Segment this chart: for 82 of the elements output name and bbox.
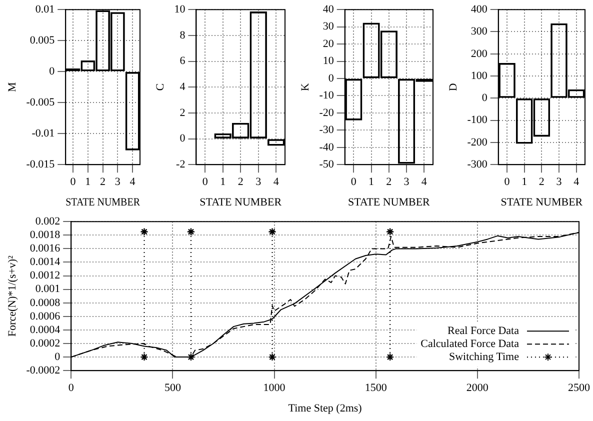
- y-tick-label: 0.01: [35, 3, 55, 16]
- legend-label: Calculated Force Data: [420, 338, 520, 350]
- x-tick-label: 1: [85, 176, 91, 188]
- y-axis-title: K: [299, 83, 312, 92]
- y-tick-label: 0.0014: [30, 256, 61, 268]
- y-tick-label: 0: [482, 92, 488, 104]
- y-tick-label: 30: [322, 20, 334, 33]
- x-tick-label: 500: [164, 382, 182, 394]
- y-tick-label: 2: [180, 106, 186, 119]
- y-tick-label: 6: [180, 55, 186, 68]
- x-tick-label: 2: [538, 176, 544, 188]
- x-tick-label: 1500: [364, 382, 388, 394]
- y-tick-label: 4: [180, 80, 186, 93]
- y-tick-label: 0: [54, 350, 61, 363]
- x-tick-label: 2000: [466, 382, 489, 394]
- y-tick-label: -100: [467, 114, 488, 126]
- x-tick-label: 2: [100, 176, 106, 188]
- x-axis-title: STATE NUMBER: [500, 196, 584, 208]
- y-tick-label: -0.005: [26, 96, 56, 108]
- y-tick-label: 0: [180, 132, 186, 145]
- y-tick-label: -0.01: [32, 127, 55, 140]
- y-tick-label: -30: [319, 124, 334, 136]
- x-tick-label: 2500: [568, 382, 590, 394]
- y-axis-title: Force(N)*1/(s+v)²: [6, 254, 18, 337]
- y-tick-label: 0.002: [35, 215, 60, 228]
- y-tick-label: -2: [176, 158, 186, 170]
- y-tick-label: 300: [470, 26, 488, 38]
- y-tick-label: 400: [470, 3, 488, 16]
- y-tick-label: 0: [328, 72, 334, 84]
- x-tick-label: 3: [114, 176, 121, 188]
- y-tick-label: 10: [174, 3, 186, 16]
- y-tick-label: -10: [319, 90, 334, 102]
- x-tick-label: 4: [130, 176, 136, 188]
- y-tick-label: 0.0008: [30, 296, 61, 309]
- x-tick-label: 4: [421, 176, 428, 188]
- x-tick-label: 3: [556, 176, 562, 188]
- y-axis-title: M: [6, 82, 18, 92]
- y-tick-label: 10: [322, 55, 334, 68]
- y-tick-label: 0.0006: [30, 310, 61, 322]
- x-tick-label: 1000: [263, 382, 286, 394]
- y-tick-label: -300: [467, 158, 488, 170]
- x-tick-label: 0: [68, 382, 74, 394]
- y-tick-label: 8: [180, 29, 186, 42]
- y-tick-label: -20: [319, 106, 334, 119]
- y-tick-label: 0.0004: [30, 324, 61, 336]
- x-tick-label: 1: [522, 176, 528, 188]
- y-tick-label: 0: [49, 65, 56, 78]
- x-axis-title: STATE NUMBER: [66, 196, 140, 208]
- y-tick-label: 20: [322, 38, 334, 50]
- x-tick-label: 0: [202, 176, 208, 188]
- y-axis-title: D: [447, 83, 460, 92]
- y-tick-label: -40: [319, 141, 334, 154]
- y-tick-label: -0.0002: [26, 364, 60, 376]
- x-tick-label: 0: [70, 176, 76, 188]
- y-tick-label: 0.001: [35, 283, 60, 296]
- x-tick-label: 1: [368, 176, 374, 188]
- y-tick-label: 200: [470, 48, 488, 60]
- x-axis-title: STATE NUMBER: [200, 196, 282, 208]
- x-tick-label: 2: [238, 176, 244, 188]
- y-tick-label: 0.0002: [30, 337, 60, 350]
- x-tick-label: 1: [220, 176, 226, 188]
- y-tick-label: -50: [319, 158, 334, 170]
- x-tick-label: 0: [504, 176, 510, 188]
- y-tick-label: 40: [322, 3, 334, 16]
- y-tick-label: 0.005: [30, 34, 56, 46]
- legend-label: Real Force Data: [448, 324, 520, 337]
- x-tick-label: 0: [350, 176, 357, 188]
- y-tick-label: 0.0012: [30, 270, 60, 282]
- y-axis-title: C: [154, 83, 166, 91]
- x-tick-label: 3: [404, 176, 410, 188]
- x-tick-label: 3: [256, 176, 262, 188]
- x-axis-title: STATE NUMBER: [348, 196, 431, 208]
- y-tick-label: 100: [470, 70, 488, 82]
- y-tick-label: 0.0016: [30, 242, 61, 255]
- y-tick-label: -0.015: [26, 158, 56, 170]
- y-tick-label: 0.0018: [30, 229, 61, 242]
- x-axis-title: Time Step (2ms): [288, 402, 362, 414]
- legend-label: Switching Time: [449, 350, 520, 363]
- y-tick-label: -200: [467, 136, 488, 148]
- x-tick-label: 4: [574, 176, 580, 188]
- x-tick-label: 2: [386, 176, 392, 188]
- x-tick-label: 4: [273, 176, 280, 188]
